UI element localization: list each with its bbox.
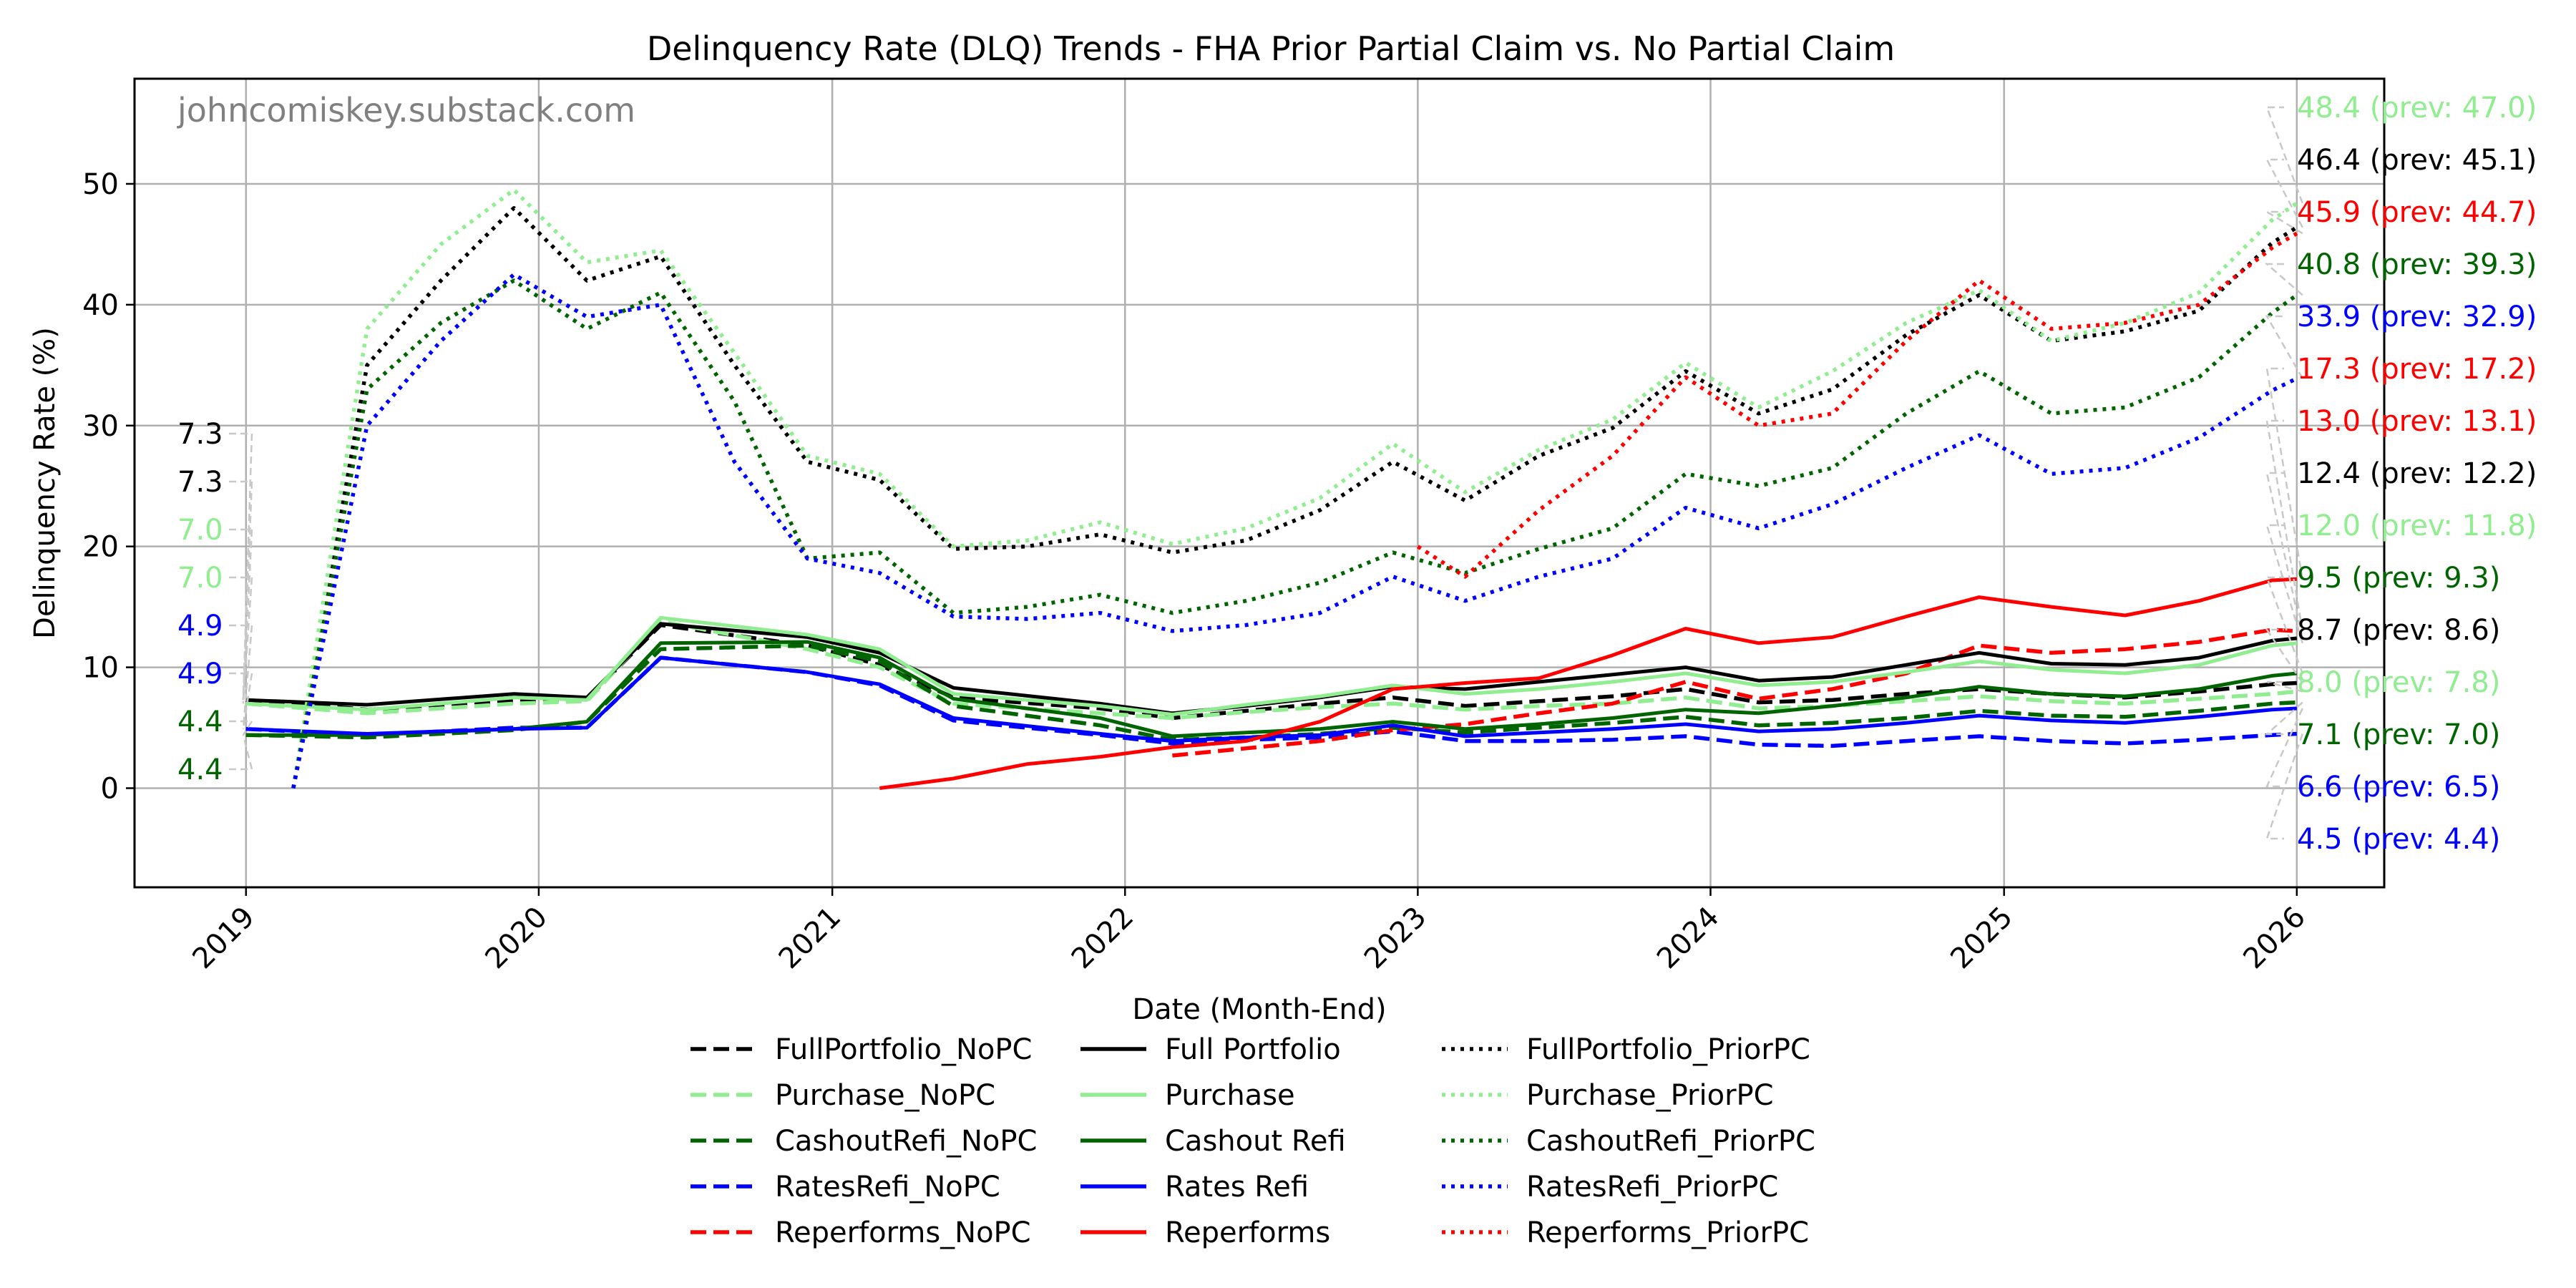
annotation-leader bbox=[2264, 701, 2303, 736]
end-value-annotation: 4.5 (prev: 4.4) bbox=[2297, 823, 2500, 856]
annotation-leader bbox=[229, 576, 253, 704]
start-value-annotation: 4.4 bbox=[177, 753, 223, 786]
series-line-rates-refi bbox=[245, 655, 2297, 743]
legend: FullPortfolio_NoPC Purchase_NoPC CashoutRe… bbox=[691, 1033, 1815, 1249]
annotation-leader bbox=[2265, 628, 2303, 684]
plot-frame bbox=[133, 77, 2386, 889]
y-axis-label: Delinquency Rate (%) bbox=[29, 327, 62, 639]
end-value-annotation: 9.5 (prev: 9.3) bbox=[2297, 562, 2500, 595]
annotation-leader bbox=[229, 624, 253, 729]
end-value-annotation: 45.9 (prev: 44.7) bbox=[2297, 196, 2537, 229]
start-value-annotation: 7.3 bbox=[177, 418, 223, 451]
legend-entry-label: Full Portfolio bbox=[1165, 1033, 1341, 1066]
y-axis-ticks: 0 10 20 30 40 50 bbox=[82, 168, 135, 805]
legend-entry-label: Rates Refi bbox=[1165, 1171, 1309, 1204]
start-value-annotation: 7.0 bbox=[177, 514, 223, 547]
legend-entry-label: Purchase_NoPC bbox=[775, 1079, 995, 1112]
legend-entry-label: FullPortfolio_NoPC bbox=[775, 1033, 1032, 1066]
series-line-purchase-priorpc bbox=[291, 187, 2298, 789]
legend-entry-label: Reperforms_NoPC bbox=[775, 1216, 1031, 1249]
series-line-reperforms-priorpc bbox=[1416, 231, 2298, 579]
end-value-annotation: 8.0 (prev: 7.8) bbox=[2297, 666, 2500, 699]
y-tick-label: 0 bbox=[101, 772, 119, 805]
legend-entry-label: Purchase bbox=[1165, 1079, 1295, 1112]
legend-entry-label: CashoutRefi_NoPC bbox=[775, 1125, 1037, 1158]
legend-entry-label: Reperforms_PriorPC bbox=[1526, 1216, 1809, 1249]
annotation-leader bbox=[2265, 419, 2304, 632]
start-value-annotation: 7.0 bbox=[177, 562, 223, 595]
legend-entry-label: RatesRefi_PriorPC bbox=[1526, 1171, 1778, 1204]
annotation-leader bbox=[229, 720, 254, 736]
annotation-leader bbox=[2265, 158, 2303, 228]
series-line-cashoutrefi-nopc bbox=[245, 643, 2297, 742]
chart-title: Delinquency Rate (DLQ) Trends - FHA Prio… bbox=[647, 29, 1895, 68]
y-tick-label: 50 bbox=[82, 168, 119, 201]
legend-entry-label: CashoutRefi_PriorPC bbox=[1526, 1125, 1815, 1158]
annotation-leader bbox=[2264, 263, 2303, 296]
end-value-annotation: 48.4 (prev: 47.0) bbox=[2297, 92, 2537, 125]
end-value-annotation: 33.9 (prev: 32.9) bbox=[2297, 301, 2537, 333]
end-value-annotation: 12.0 (prev: 11.8) bbox=[2297, 509, 2537, 542]
y-tick-label: 20 bbox=[82, 531, 119, 564]
annotation-leader bbox=[2265, 708, 2303, 788]
end-value-annotation: 7.1 (prev: 7.0) bbox=[2297, 718, 2500, 751]
end-value-annotation: 13.0 (prev: 13.1) bbox=[2297, 405, 2537, 438]
annotation-leader bbox=[2265, 367, 2304, 580]
legend-entry-label: Purchase_PriorPC bbox=[1526, 1079, 1774, 1112]
series-line-fullportfolio-priorpc bbox=[291, 205, 2298, 789]
end-value-annotation: 12.4 (prev: 12.2) bbox=[2297, 457, 2537, 490]
legend-entry-label: RatesRefi_NoPC bbox=[775, 1171, 1000, 1204]
y-tick-label: 30 bbox=[82, 410, 119, 443]
annotation-leader bbox=[2265, 524, 2304, 644]
annotation-leader bbox=[229, 734, 253, 771]
y-tick-label: 10 bbox=[82, 652, 119, 685]
series-line-ratesrefi-priorpc bbox=[291, 272, 2298, 789]
legend-entry-label: FullPortfolio_PriorPC bbox=[1526, 1033, 1810, 1066]
legend-entry-label: Cashout Refi bbox=[1165, 1125, 1346, 1158]
legend-entry-label: Reperforms bbox=[1165, 1216, 1330, 1249]
x-axis-label: Date (Month-End) bbox=[1132, 993, 1386, 1026]
series-line-reperforms-nopc bbox=[1172, 628, 2297, 758]
y-tick-label: 40 bbox=[82, 289, 119, 322]
start-value-annotation: 4.9 bbox=[177, 658, 223, 691]
series-line-purchase bbox=[245, 615, 2298, 716]
series-line-purchase-nopc bbox=[245, 619, 2298, 721]
series-line-reperforms bbox=[879, 577, 2297, 790]
annotation-leader bbox=[229, 528, 253, 704]
annotation-leader bbox=[229, 672, 253, 729]
end-value-annotation: 46.4 (prev: 45.1) bbox=[2297, 144, 2537, 177]
watermark-text: johncomiskey.substack.com bbox=[177, 91, 635, 130]
annotation-leader bbox=[2266, 680, 2303, 693]
series-layer bbox=[245, 187, 2298, 790]
end-value-annotation: 8.7 (prev: 8.6) bbox=[2297, 614, 2500, 647]
annotation-leader bbox=[2265, 315, 2303, 379]
start-value-annotation: 4.9 bbox=[177, 610, 223, 643]
value-annotations: 48.4 (prev: 47.0) 46.4 (prev: 45.1) 45.9 (… bbox=[177, 92, 2537, 856]
end-value-annotation: 17.3 (prev: 17.2) bbox=[2297, 353, 2537, 386]
end-value-annotation: 6.6 (prev: 6.5) bbox=[2297, 771, 2500, 804]
end-value-annotation: 40.8 (prev: 39.3) bbox=[2297, 248, 2537, 281]
annotation-leader bbox=[2263, 210, 2303, 235]
start-value-annotation: 7.3 bbox=[177, 466, 223, 499]
grid-lines bbox=[135, 79, 2384, 887]
series-line-cashout-refi bbox=[245, 640, 2298, 738]
annotation-leader bbox=[2265, 733, 2304, 840]
annotation-leader bbox=[229, 480, 253, 701]
start-value-annotation: 4.4 bbox=[177, 706, 223, 738]
